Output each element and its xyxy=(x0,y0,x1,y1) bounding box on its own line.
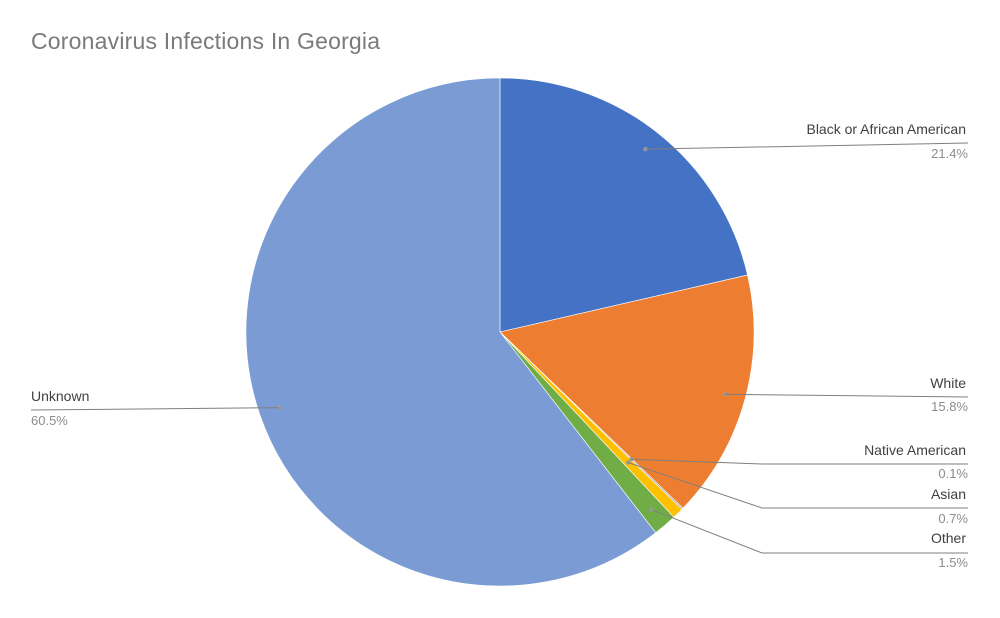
pie-slice-white xyxy=(499,274,755,509)
leader-dot-other xyxy=(649,507,654,512)
data-label-value-black-or-african-american: 21.4% xyxy=(931,146,968,161)
data-label-value-native-american: 0.1% xyxy=(938,466,968,481)
leader-dot-native-american xyxy=(629,457,634,462)
data-label-value-asian: 0.7% xyxy=(938,511,968,526)
pie-slice-black-or-african-american xyxy=(499,77,748,333)
data-label-name-asian: Asian xyxy=(931,486,966,502)
data-label-value-unknown: 60.5% xyxy=(31,413,68,428)
data-label-name-white: White xyxy=(930,375,966,391)
leader-dot-white xyxy=(723,392,728,397)
leader-line-black-or-african-american xyxy=(645,142,969,150)
chart-title: Coronavirus Infections In Georgia xyxy=(31,28,381,54)
data-label-value-white: 15.8% xyxy=(931,399,968,414)
leader-line-other xyxy=(651,509,968,554)
data-label-name-unknown: Unknown xyxy=(31,388,89,404)
leader-line-native-american xyxy=(631,458,968,465)
pie-slice-unknown xyxy=(245,77,657,587)
leader-line-asian xyxy=(627,462,968,509)
leader-line-unknown xyxy=(30,407,279,411)
data-label-name-black-or-african-american: Black or African American xyxy=(806,121,966,137)
data-label-name-native-american: Native American xyxy=(864,442,966,458)
leader-dot-unknown xyxy=(276,405,282,410)
data-label-name-other: Other xyxy=(931,530,966,546)
leader-line-white xyxy=(725,393,969,398)
data-label-value-other: 1.5% xyxy=(938,555,968,570)
